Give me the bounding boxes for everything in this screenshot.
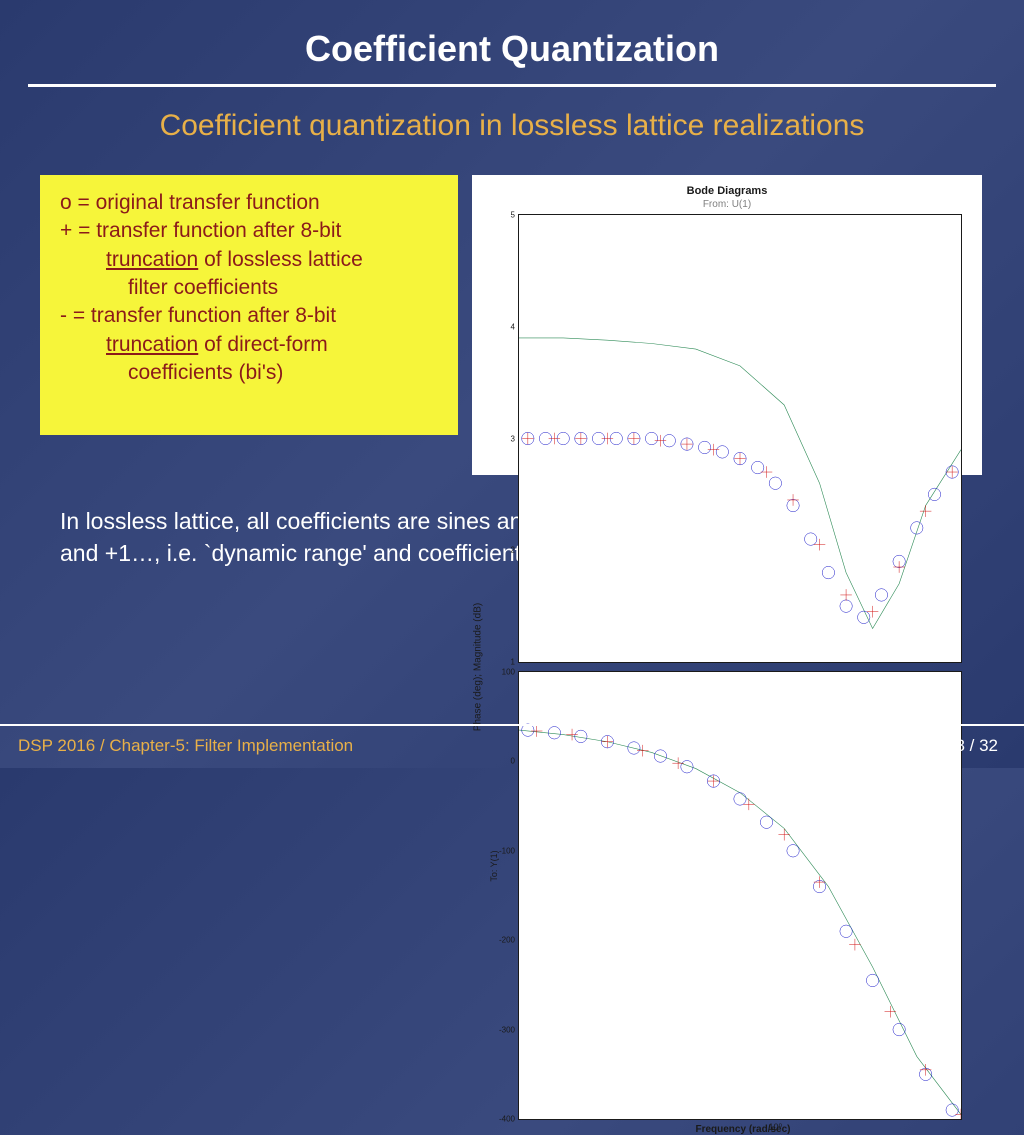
chart-ytick: -300: [499, 1025, 515, 1034]
legend-line: filter coefficients: [60, 274, 442, 302]
footer-right: 18 / 32: [946, 736, 998, 756]
chart-ytick: -400: [499, 1115, 515, 1124]
legend-line: - = transfer function after 8-bit: [60, 302, 442, 330]
magnitude-svg: [519, 215, 961, 662]
chart-ytick: 2: [511, 546, 515, 555]
chart-xtick: 10⁰: [769, 1122, 783, 1133]
slide-title: Coefficient Quantization: [0, 0, 1024, 70]
bode-chart: Bode Diagrams From: U(1) Phase (deg); Ma…: [472, 175, 982, 475]
footer-left: DSP 2016 / Chapter-5: Filter Implementat…: [18, 736, 353, 756]
chart-ytick: 100: [502, 668, 515, 677]
legend-underline: truncation: [106, 248, 198, 271]
chart-ytick: 4: [511, 322, 515, 331]
slide-subtitle: Coefficient quantization in lossless lat…: [0, 109, 1024, 143]
legend-text: of lossless lattice: [198, 248, 363, 271]
content-row: o = original transfer function + = trans…: [40, 175, 996, 475]
title-rule: [28, 84, 996, 87]
chart-ytick: 3: [511, 434, 515, 443]
chart-ytick: -100: [499, 846, 515, 855]
chart-title: Bode Diagrams: [486, 185, 968, 197]
chart-ytick: 5: [511, 211, 515, 220]
legend-line: + = transfer function after 8-bit: [60, 217, 442, 245]
chart-xlabel: Frequency (rad/sec): [518, 1124, 968, 1135]
legend-line: coefficients (bi's): [60, 359, 442, 387]
footer: DSP 2016 / Chapter-5: Filter Implementat…: [0, 724, 1024, 768]
legend-underline: truncation: [106, 333, 198, 356]
legend-line: truncation of direct-form: [60, 331, 442, 359]
chart-ylabel: Phase (deg); Magnitude (dB): [473, 603, 484, 731]
legend-text: of direct-form: [198, 333, 328, 356]
legend-line: o = original transfer function: [60, 189, 442, 217]
legend-box: o = original transfer function + = trans…: [40, 175, 458, 435]
chart-ytick: 1: [511, 658, 515, 667]
legend-line: truncation of lossless lattice: [60, 246, 442, 274]
chart-ytick: -200: [499, 936, 515, 945]
chart-subtitle: From: U(1): [486, 199, 968, 210]
magnitude-panel: 54321: [518, 214, 962, 663]
